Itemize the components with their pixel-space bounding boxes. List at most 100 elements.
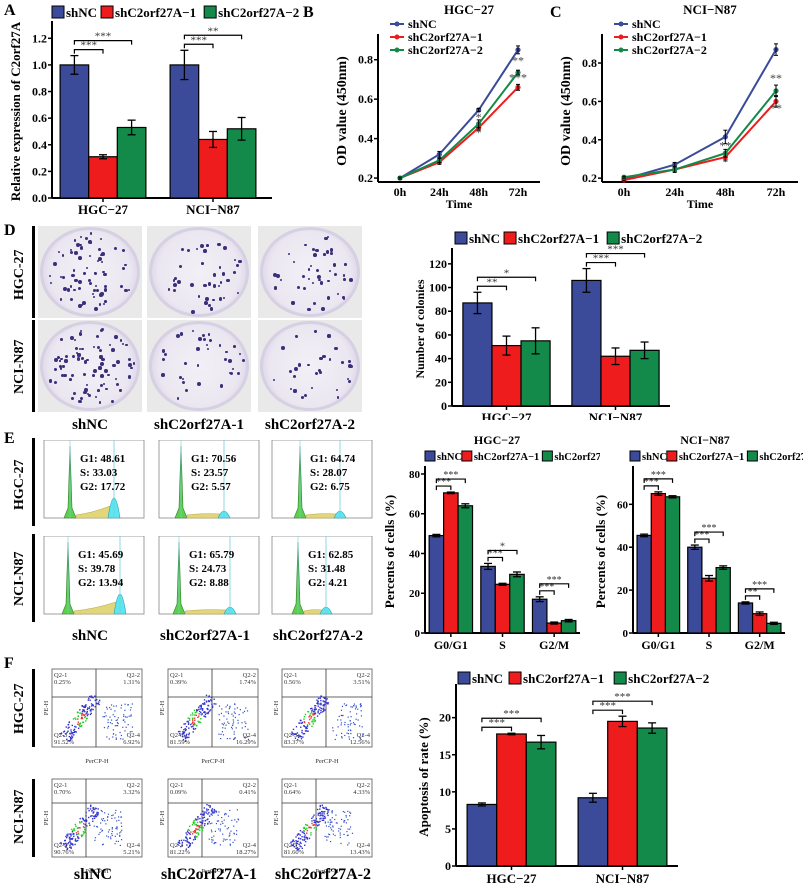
event-dot (316, 808, 319, 811)
row-divider (32, 779, 35, 857)
event-dot (303, 836, 306, 838)
event-dot (324, 810, 326, 813)
quadrant-name: Q2-4 (243, 842, 257, 849)
colony-dot (119, 389, 122, 392)
event-dot (215, 811, 218, 813)
event-dot (306, 824, 309, 827)
event-dot (186, 838, 189, 840)
colony-dot (310, 386, 314, 389)
event-dot (320, 709, 322, 712)
event-dot (120, 822, 122, 824)
event-dot (96, 826, 99, 828)
event-dot (211, 703, 213, 705)
event-dot (124, 730, 126, 732)
significance-label: *** (503, 708, 520, 720)
bar-1-1 (494, 583, 511, 634)
legend-swatch-2 (203, 5, 217, 19)
event-dot (85, 820, 88, 822)
colony-dot (212, 298, 215, 302)
event-dot (117, 840, 119, 842)
event-dot (210, 813, 212, 815)
event-dot (295, 840, 297, 842)
event-dot (231, 728, 233, 730)
colony-dot (66, 288, 71, 292)
event-dot (194, 714, 196, 716)
legend-swatch-1 (666, 450, 678, 462)
event-dot (180, 839, 183, 842)
event-dot (344, 721, 346, 724)
event-dot (94, 807, 96, 809)
s-value: S: 28.07 (310, 467, 348, 479)
event-dot (349, 811, 351, 813)
event-dot (316, 824, 319, 827)
colony-dot (184, 361, 187, 365)
legend-label-2: shC2orf27A−2 (218, 5, 299, 20)
event-dot (298, 837, 300, 840)
event-dot (221, 708, 223, 710)
event-dot (80, 725, 82, 727)
colony-dot (222, 296, 226, 299)
event-dot (339, 832, 341, 834)
event-dot (328, 833, 330, 835)
event-dot (77, 718, 79, 720)
event-dot (360, 738, 362, 741)
colony-dot (295, 335, 298, 338)
event-dot (70, 729, 72, 731)
legend-marker-1 (394, 34, 400, 40)
event-dot (101, 844, 104, 846)
event-dot (316, 702, 318, 705)
y-tick-label: 60 (435, 328, 447, 342)
event-dot (219, 828, 221, 830)
legend-label-2: shC2orf27A−2 (759, 452, 803, 463)
colony-dot (99, 348, 103, 352)
event-dot (189, 837, 191, 839)
event-dot (192, 714, 194, 716)
y-tick-label: 60 (409, 509, 421, 521)
event-dot (84, 714, 86, 716)
event-dot (127, 704, 129, 706)
quadrant-name: Q2-1 (284, 782, 297, 789)
event-dot (73, 728, 76, 731)
event-dot (224, 825, 226, 827)
event-dot (95, 814, 97, 816)
colony-dot (239, 352, 242, 355)
event-dot (182, 736, 184, 738)
event-dot (83, 827, 86, 829)
event-dot (186, 720, 188, 723)
event-dot (202, 814, 204, 816)
event-dot (195, 823, 198, 826)
event-dot (236, 707, 238, 709)
event-dot (197, 833, 200, 835)
event-dot (220, 738, 222, 740)
colony-dot (82, 372, 86, 376)
event-dot (89, 699, 91, 701)
y-axis-label: Relative expression of C2orf27A (8, 21, 23, 201)
event-dot (231, 713, 233, 715)
legend-label-0: shNC (66, 5, 97, 20)
event-dot (120, 738, 122, 740)
event-dot (84, 716, 86, 719)
event-dot (98, 833, 100, 836)
event-dot (308, 718, 311, 721)
g1-value: G1: 64.74 (310, 453, 356, 465)
event-dot (292, 733, 295, 735)
event-dot (111, 828, 113, 830)
significance-label: ** (770, 71, 782, 85)
colony-dot (327, 280, 330, 283)
event-dot (70, 731, 73, 733)
colony-dot (97, 389, 100, 392)
event-dot (73, 729, 75, 731)
event-dot (199, 829, 201, 832)
event-dot (334, 818, 336, 821)
event-dot (86, 708, 89, 711)
event-dot (218, 705, 221, 707)
apoptosis-dot-plot: Q2-10.25%Q2-21.31%Q2-391.52%Q2-46.92%Per… (44, 668, 143, 765)
event-dot (189, 833, 191, 835)
event-dot (309, 713, 312, 715)
event-dot (98, 699, 101, 702)
colony-dot (167, 288, 171, 292)
event-dot (228, 708, 230, 710)
event-dot (192, 831, 195, 833)
event-dot (324, 817, 327, 819)
event-dot (65, 836, 68, 839)
